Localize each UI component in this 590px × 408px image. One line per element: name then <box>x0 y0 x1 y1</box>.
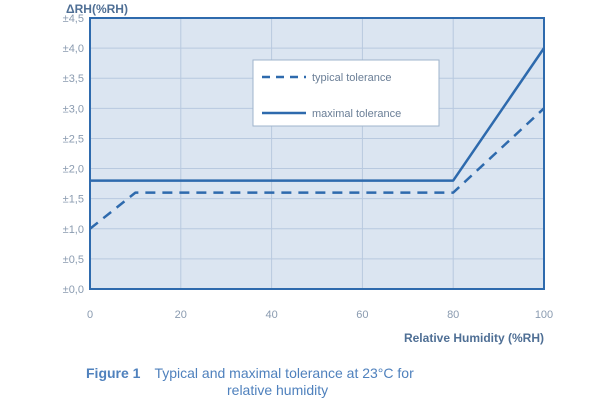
y-axis-label: ΔRH(%RH) <box>66 2 128 16</box>
y-tick-label: ±2,5 <box>63 133 84 145</box>
y-tick-label: ±2,0 <box>63 164 84 176</box>
plot-frame <box>89 17 545 290</box>
x-tick-label: 40 <box>265 309 277 321</box>
y-tick-label: ±1,0 <box>63 224 84 236</box>
y-tick-label: ±3,0 <box>63 103 84 115</box>
y-tick-label: ±4,0 <box>63 43 84 55</box>
x-tick-labels: 0 20 40 60 80 100 <box>87 309 553 321</box>
legend-label-maximal: maximal tolerance <box>312 108 401 120</box>
legend-box <box>252 59 440 127</box>
x-tick-label: 0 <box>87 309 93 321</box>
series-line-maximal <box>90 47 546 182</box>
x-tick-label: 100 <box>535 309 553 321</box>
y-tick-labels: ±0,0 ±0,5 ±1,0 ±1,5 ±2,0 ±2,5 ±3,0 ±3,5 ±4,0 ±4,5 <box>63 13 84 296</box>
y-tick-label: ±0,5 <box>63 254 84 266</box>
legend-label-typical: typical tolerance <box>312 72 392 84</box>
x-tick-label: 80 <box>447 309 459 321</box>
caption-label: Figure 1 <box>86 365 141 381</box>
caption-text-line2: relative humidity <box>227 382 329 398</box>
y-tick-label: ±0,0 <box>63 284 84 296</box>
x-axis-label: Relative Humidity (%RH) <box>404 331 544 345</box>
x-tick-label: 60 <box>356 309 368 321</box>
series-lines <box>89 47 546 230</box>
caption-text-line1: Typical and maximal tolerance at 23°C fo… <box>154 365 414 381</box>
y-tick-label: ±1,5 <box>63 194 84 206</box>
plot-area <box>90 18 544 289</box>
y-tick-label: ±3,5 <box>63 73 84 85</box>
y-tick-label: ±4,5 <box>63 13 84 25</box>
tolerance-chart: ±0,0 ±0,5 ±1,0 ±1,5 ±2,0 ±2,5 ±3,0 ±3,5 ±4,0 ±4,5… <box>63 2 554 345</box>
x-tick-label: 20 <box>175 309 187 321</box>
figure-caption: Figure 1 Typical and maximal tolerance at… <box>60 365 530 399</box>
legend: typical tolerance maximal tolerance <box>252 59 440 127</box>
